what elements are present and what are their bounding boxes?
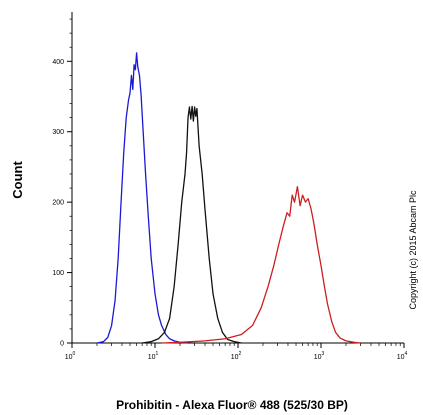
x-axis-title: Prohibitin - Alexa Fluor® 488 (525/30 BP… — [116, 398, 348, 412]
x-tick-label: 103 — [314, 351, 325, 361]
y-axis-ticks: 0 100 200 300 400 — [52, 18, 72, 348]
histogram-series-line — [161, 186, 361, 344]
copyright-annotation: Copyright (c) 2015 Abcam Plc — [408, 190, 418, 310]
y-tick-label: 400 — [52, 59, 64, 66]
x-tick-label: 102 — [231, 351, 242, 361]
y-axis-title: Count — [10, 161, 25, 199]
histogram-series-line — [96, 52, 189, 344]
y-tick-label: 200 — [52, 200, 64, 207]
x-tick-label: 100 — [65, 351, 76, 361]
y-tick-label: 0 — [60, 341, 64, 348]
x-tick-label: 104 — [397, 351, 408, 361]
histogram-series-line — [142, 105, 242, 344]
x-tick-label: 101 — [148, 351, 159, 361]
y-tick-label: 300 — [52, 129, 64, 136]
series-layer — [96, 52, 361, 344]
y-tick-label: 100 — [52, 270, 64, 277]
x-axis-ticks: 100 101 102 103 104 — [65, 343, 408, 361]
